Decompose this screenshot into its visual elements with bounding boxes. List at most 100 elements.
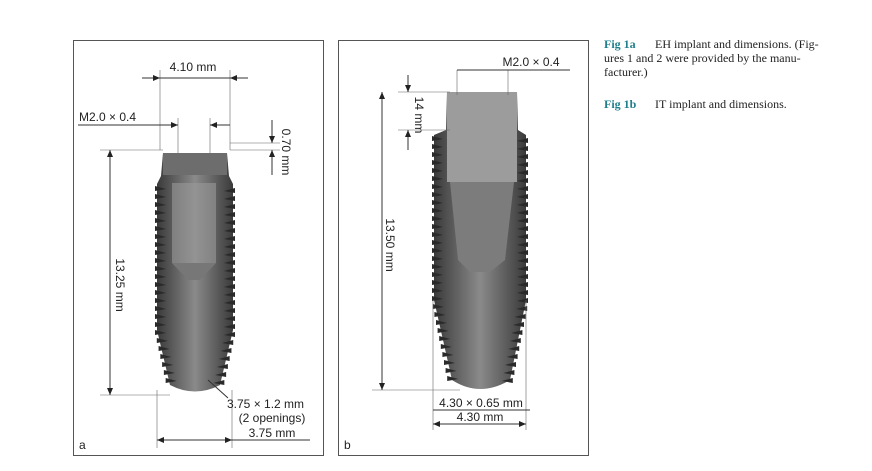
thread bbox=[447, 376, 459, 381]
thread bbox=[503, 370, 515, 375]
thread bbox=[216, 364, 228, 369]
dimensions-a bbox=[78, 70, 310, 448]
thread bbox=[432, 160, 443, 165]
caption-text: ures 1 and 2 were provided by the manu- bbox=[604, 51, 801, 65]
dimension-label: 0.70 mm bbox=[279, 129, 293, 176]
thread bbox=[432, 184, 443, 189]
thread bbox=[432, 280, 443, 285]
thread bbox=[517, 258, 528, 263]
caption-text: facturer.) bbox=[604, 65, 648, 79]
thread bbox=[508, 346, 520, 351]
thread bbox=[224, 316, 235, 321]
thread bbox=[437, 328, 449, 333]
thread bbox=[432, 272, 443, 277]
thread bbox=[224, 268, 235, 273]
thread bbox=[218, 356, 230, 361]
thread bbox=[432, 208, 443, 213]
thread bbox=[517, 298, 528, 303]
caption-label: Fig 1a bbox=[604, 37, 636, 51]
thread bbox=[155, 322, 166, 327]
thread bbox=[224, 220, 235, 225]
thread bbox=[162, 362, 174, 367]
implant-b bbox=[432, 92, 528, 389]
panel-letter: a bbox=[79, 438, 86, 452]
dimension-label: 14 mm bbox=[412, 97, 426, 134]
thread bbox=[224, 196, 235, 201]
caption-label: Fig 1b bbox=[604, 97, 637, 111]
thread bbox=[432, 192, 443, 197]
thread bbox=[439, 336, 451, 341]
thread bbox=[517, 218, 528, 223]
thread bbox=[517, 266, 528, 271]
thread bbox=[224, 276, 235, 281]
thread bbox=[224, 236, 235, 241]
thread bbox=[155, 330, 166, 335]
thread bbox=[517, 242, 528, 247]
thread bbox=[220, 348, 232, 353]
thread bbox=[432, 232, 443, 237]
thread bbox=[222, 340, 234, 345]
thread bbox=[155, 210, 166, 215]
thread bbox=[432, 168, 443, 173]
dimension-label: (2 openings) bbox=[239, 411, 306, 425]
thread bbox=[432, 136, 443, 141]
thread bbox=[517, 274, 528, 279]
thread bbox=[224, 284, 235, 289]
thread bbox=[432, 296, 443, 301]
thread bbox=[432, 240, 443, 245]
thread bbox=[224, 244, 235, 249]
thread bbox=[155, 274, 166, 279]
thread bbox=[224, 332, 235, 337]
dimension-label: 4.10 mm bbox=[170, 60, 217, 74]
thread bbox=[513, 322, 524, 327]
thread bbox=[224, 212, 235, 217]
dimension-label: 13.50 mm bbox=[383, 218, 397, 271]
dimension-label: 3.75 mm bbox=[249, 426, 296, 440]
dimensions-b bbox=[372, 69, 570, 430]
thread bbox=[163, 370, 175, 375]
thread bbox=[155, 258, 166, 263]
dimension-label: 4.30 × 0.65 mm bbox=[439, 396, 523, 410]
thread bbox=[511, 330, 523, 335]
dimension-label: M2.0 × 0.4 bbox=[502, 55, 559, 69]
thread bbox=[517, 162, 528, 167]
thread bbox=[445, 368, 457, 373]
dimension-label: M2.0 × 0.4 bbox=[79, 110, 136, 124]
thread bbox=[155, 186, 166, 191]
thread bbox=[224, 260, 235, 265]
thread bbox=[517, 146, 528, 151]
thread bbox=[442, 352, 454, 357]
thread bbox=[501, 378, 513, 383]
panel-letter: b bbox=[344, 438, 351, 452]
thread bbox=[155, 234, 166, 239]
thread bbox=[517, 194, 528, 199]
thread bbox=[432, 288, 443, 293]
thread bbox=[434, 312, 446, 317]
thread bbox=[155, 218, 166, 223]
thread bbox=[155, 290, 166, 295]
thread bbox=[514, 314, 526, 319]
thread bbox=[224, 204, 235, 209]
thread bbox=[517, 202, 528, 207]
thread bbox=[224, 292, 235, 297]
thread bbox=[506, 354, 518, 359]
thread bbox=[224, 308, 235, 313]
thread bbox=[155, 306, 166, 311]
thread bbox=[517, 154, 528, 159]
thread bbox=[517, 210, 528, 215]
thread bbox=[155, 282, 166, 287]
thread bbox=[155, 226, 166, 231]
thread bbox=[517, 282, 528, 287]
dimension-label: 4.30 mm bbox=[457, 410, 504, 424]
thread bbox=[432, 304, 444, 309]
thread bbox=[517, 178, 528, 183]
thread bbox=[432, 152, 443, 157]
thread bbox=[224, 188, 235, 193]
thread bbox=[432, 144, 443, 149]
thread bbox=[155, 202, 166, 207]
thread bbox=[517, 226, 528, 231]
thread bbox=[516, 306, 528, 311]
thread bbox=[224, 300, 235, 305]
thread bbox=[432, 264, 443, 269]
